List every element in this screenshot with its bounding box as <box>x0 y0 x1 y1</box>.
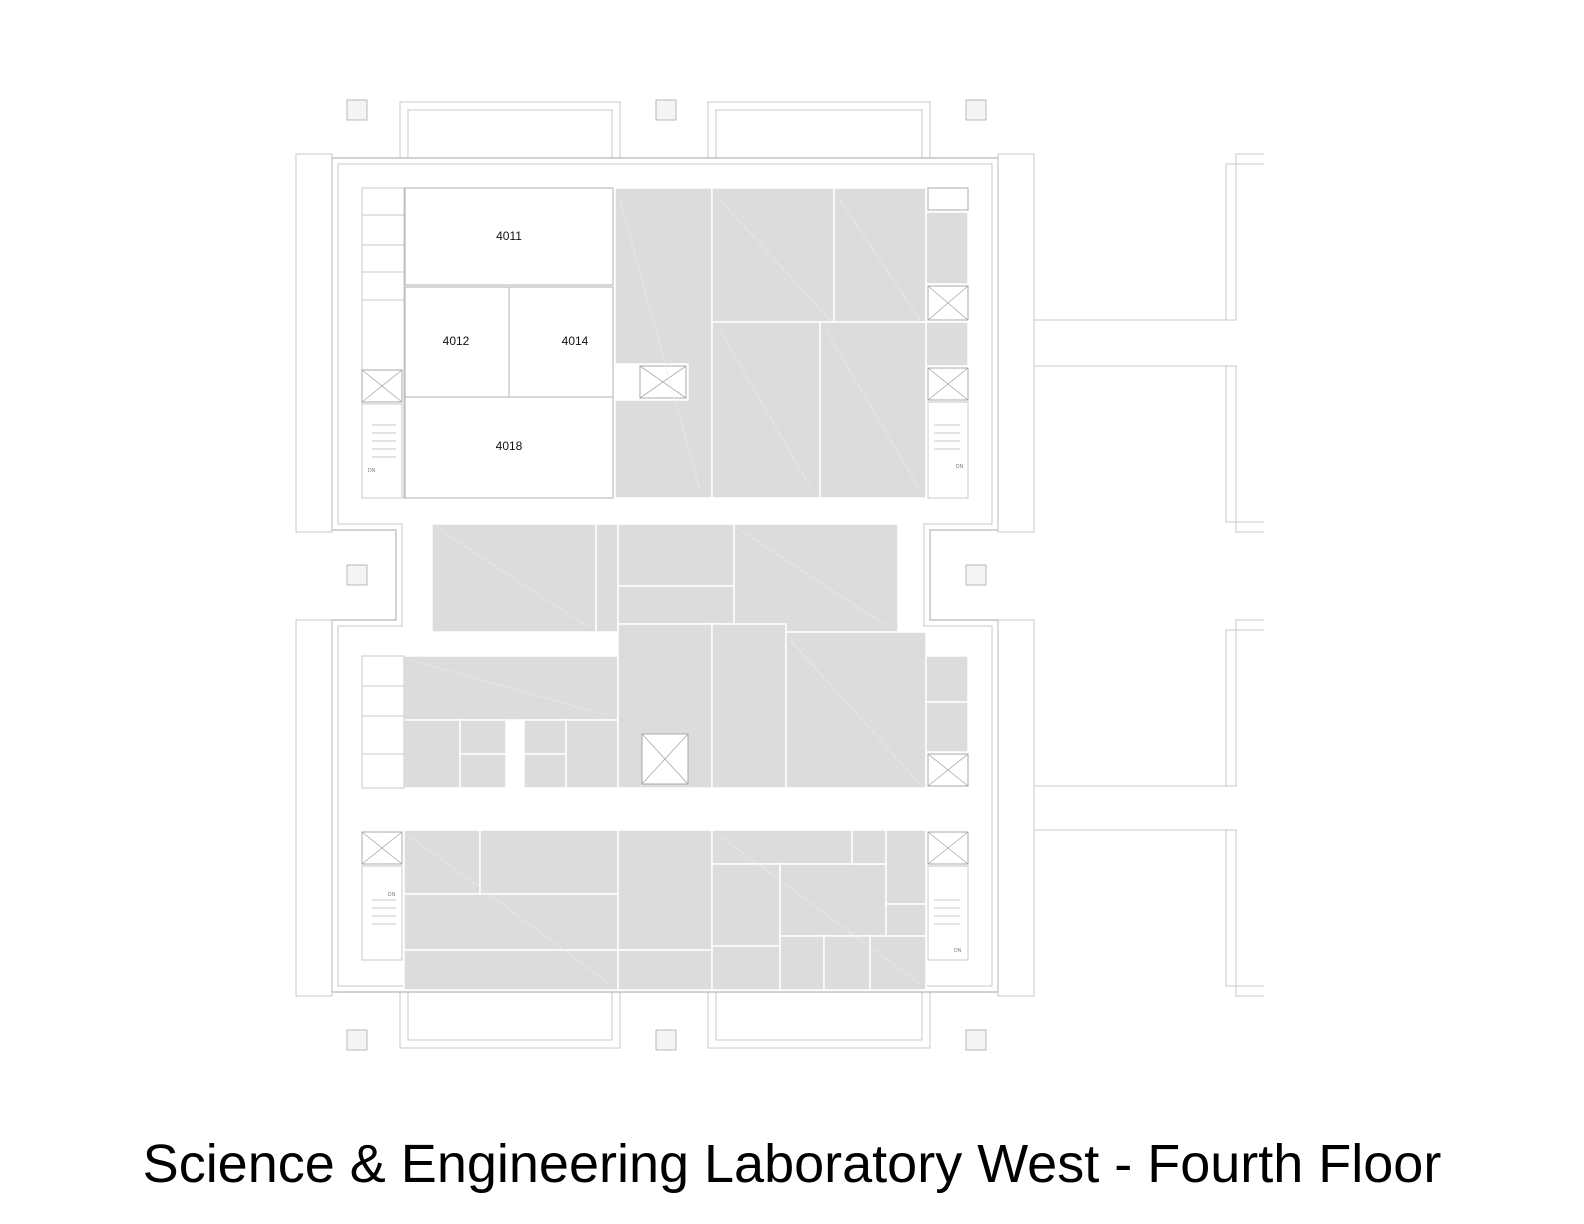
room-4018-outline <box>404 396 614 499</box>
middle-block <box>361 523 969 789</box>
stair-mark-se: DN <box>954 948 962 954</box>
room-4014-outline <box>508 286 614 398</box>
room-label-4014: 4014 <box>562 334 589 348</box>
room-label-4011: 4011 <box>496 229 522 243</box>
room-4012-outline <box>404 286 510 398</box>
stair-mark-ne: DN <box>956 464 964 470</box>
plan-title: Science & Engineering Laboratory West - … <box>142 1134 1442 1194</box>
room-label-4012: 4012 <box>443 334 470 348</box>
stair-mark-nw: DN <box>368 468 376 474</box>
north-block <box>361 187 969 499</box>
hatching <box>409 199 921 985</box>
room-label-4018: 4018 <box>496 439 523 453</box>
building-outline <box>295 101 1264 1049</box>
room-4011-outline <box>404 187 614 286</box>
south-block <box>361 829 969 991</box>
stair-mark-sw: DN <box>388 892 396 898</box>
